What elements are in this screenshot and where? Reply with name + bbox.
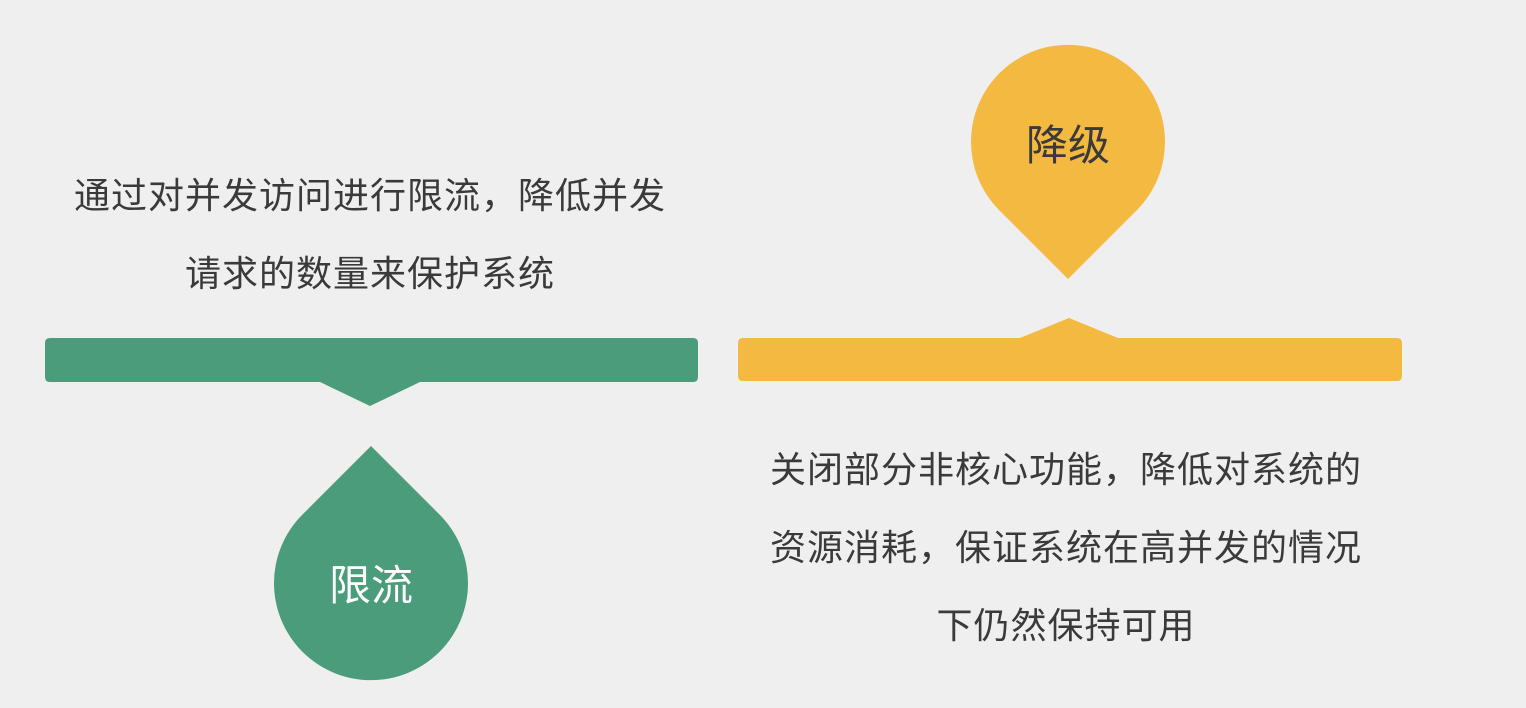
limit-flow-description: 通过对并发访问进行限流，降低并发 请求的数量来保护系统 <box>20 158 720 314</box>
limit-flow-description-line: 通过对并发访问进行限流，降低并发 <box>73 176 666 217</box>
limit-flow-badge <box>273 446 468 681</box>
limit-flow-bar <box>45 338 698 406</box>
degradation-description: 关闭部分非核心功能，降低对系统的 资源消耗，保证系统在高并发的情况 下仍然保持可… <box>716 432 1416 666</box>
degradation-description-line: 关闭部分非核心功能，降低对系统的 <box>769 450 1362 491</box>
degradation-badge-label: 降级 <box>1026 121 1110 170</box>
limit-flow-description-line: 请求的数量来保护系统 <box>184 254 555 295</box>
degradation-description-line: 下仍然保持可用 <box>936 606 1196 647</box>
degradation-description-line: 资源消耗，保证系统在高并发的情况 <box>769 528 1362 569</box>
limit-flow-badge-label: 限流 <box>329 561 413 610</box>
degradation-bar <box>738 318 1402 381</box>
degradation-badge <box>971 44 1165 280</box>
